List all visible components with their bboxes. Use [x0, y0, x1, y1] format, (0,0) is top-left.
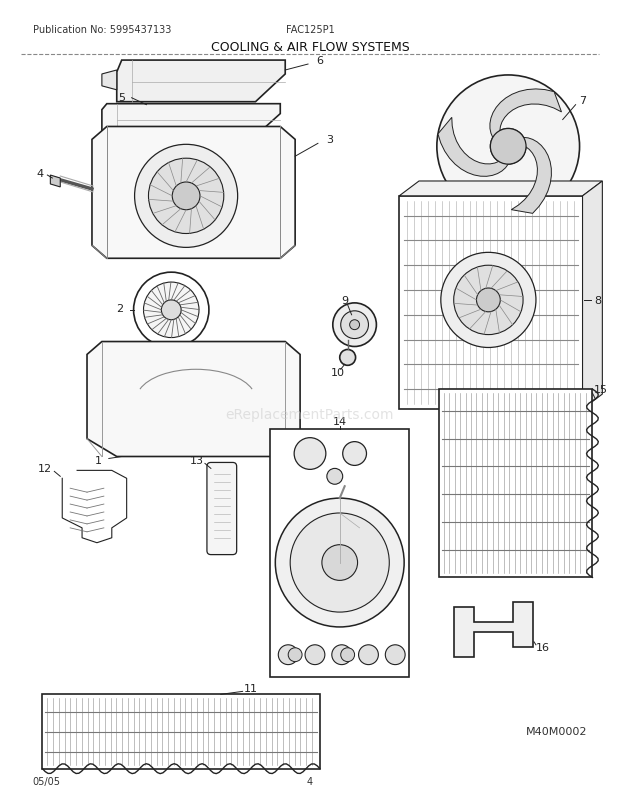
Polygon shape [92, 128, 295, 259]
Circle shape [490, 129, 526, 165]
Text: 2: 2 [116, 303, 123, 314]
Polygon shape [42, 695, 320, 768]
Text: eReplacementParts.com: eReplacementParts.com [226, 407, 394, 421]
Text: 1: 1 [94, 456, 102, 466]
Polygon shape [399, 196, 583, 409]
Circle shape [288, 648, 302, 662]
Circle shape [143, 283, 199, 338]
Text: 3: 3 [326, 136, 334, 145]
Text: 8: 8 [594, 296, 601, 306]
Polygon shape [399, 182, 603, 196]
Text: 11: 11 [244, 683, 257, 694]
Circle shape [343, 442, 366, 466]
Polygon shape [102, 104, 280, 132]
Polygon shape [50, 176, 60, 188]
Text: 9: 9 [341, 296, 348, 306]
Circle shape [327, 469, 343, 484]
Circle shape [358, 645, 378, 665]
Polygon shape [270, 429, 409, 677]
Circle shape [350, 320, 360, 330]
Circle shape [290, 513, 389, 612]
Circle shape [172, 183, 200, 210]
Circle shape [385, 645, 405, 665]
Circle shape [454, 266, 523, 335]
Text: 12: 12 [37, 464, 51, 474]
Text: 05/05: 05/05 [32, 776, 61, 786]
Circle shape [332, 645, 352, 665]
Circle shape [275, 499, 404, 627]
Text: 13: 13 [190, 456, 204, 466]
Circle shape [441, 253, 536, 348]
Text: 4: 4 [37, 169, 44, 179]
Polygon shape [490, 90, 562, 140]
Circle shape [477, 289, 500, 313]
Circle shape [341, 648, 355, 662]
Polygon shape [583, 182, 603, 409]
Polygon shape [439, 390, 593, 577]
Text: 4: 4 [307, 776, 313, 786]
Text: COOLING & AIR FLOW SYSTEMS: COOLING & AIR FLOW SYSTEMS [211, 41, 409, 55]
FancyBboxPatch shape [207, 463, 237, 555]
Circle shape [490, 129, 526, 165]
Circle shape [341, 311, 368, 339]
Text: 15: 15 [593, 385, 608, 395]
Polygon shape [117, 61, 285, 103]
Circle shape [161, 301, 181, 320]
Circle shape [340, 350, 356, 366]
Circle shape [133, 273, 209, 348]
Text: FAC125P1: FAC125P1 [286, 26, 334, 35]
Text: M40M0002: M40M0002 [526, 726, 588, 736]
Polygon shape [102, 71, 117, 91]
Circle shape [437, 76, 580, 218]
Circle shape [148, 159, 224, 234]
Text: 6: 6 [316, 56, 324, 66]
Text: 14: 14 [333, 416, 347, 427]
Circle shape [305, 645, 325, 665]
Text: 7: 7 [579, 95, 586, 106]
Polygon shape [87, 342, 300, 457]
Circle shape [322, 545, 358, 581]
Polygon shape [438, 118, 508, 177]
Polygon shape [512, 138, 551, 214]
Circle shape [333, 303, 376, 347]
Circle shape [135, 145, 237, 248]
Text: 16: 16 [536, 642, 550, 652]
Text: Publication No: 5995437133: Publication No: 5995437133 [32, 26, 171, 35]
Text: 10: 10 [330, 368, 345, 378]
Circle shape [278, 645, 298, 665]
Circle shape [294, 438, 326, 470]
Text: 5: 5 [118, 92, 125, 103]
Polygon shape [454, 602, 533, 657]
